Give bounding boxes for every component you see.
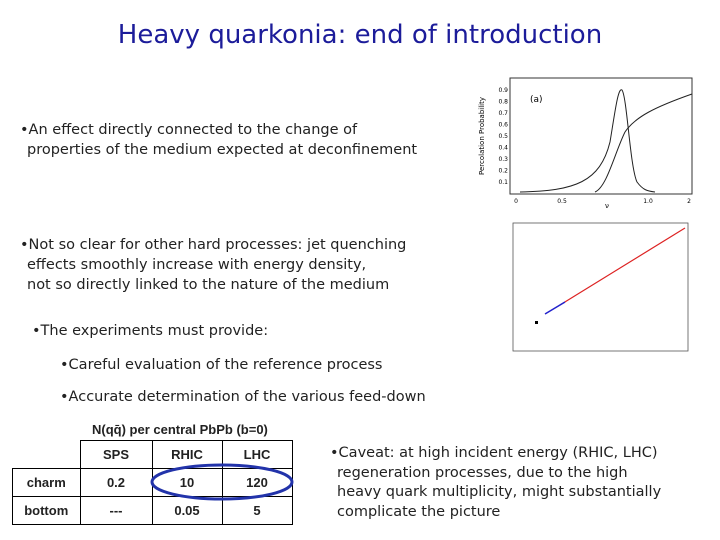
row-label: bottom [12,496,81,525]
tick-label: 0.7 [498,110,508,117]
tick-label: 0.4 [498,145,508,152]
plot-frame [509,77,693,195]
panel-label: (a) [530,95,543,105]
caveat: •Caveat: at high incident energy (RHIC, … [330,444,661,522]
text-line: •Caveat: at high incident energy (RHIC, … [330,445,658,461]
tick-label: 0.2 [498,168,508,175]
tick-label: 0 [514,198,518,205]
x-axis-label: ν [605,202,609,210]
text-line: not so directly linked to the nature of … [27,277,390,293]
text-line: •Not so clear for other hard processes: … [20,237,407,253]
slide-title: Heavy quarkonia: end of introduction [117,20,603,50]
tick-label: 0.6 [498,122,508,129]
bullet: •The experiments must provide: [32,321,268,341]
text-line: properties of the medium expected at dec… [27,142,418,158]
text-line: •An effect directly connected to the cha… [20,122,358,138]
trend-line [559,227,686,306]
cell: 5 [221,496,293,525]
row-label: charm [12,468,81,497]
tick-label: 0.3 [498,156,508,163]
text-line: complicate the picture [337,503,501,520]
text-line: regeneration processes, due to the high [337,464,628,481]
highlight-ellipse [150,463,294,501]
bullet: •Accurate determination of the various f… [60,387,426,407]
table-caption: N(qq̄) per central PbPb (b=0) [92,422,268,437]
tick-label: 0.5 [557,198,567,205]
tick-label: 0.8 [498,99,508,106]
y-axis-label: Percolation Probability [478,97,486,175]
text-line: •Careful evaluation of the reference pro… [60,357,383,373]
table: SPS RHIC LHC charm 0.2 10 120 bottom --- 0.05 5 [12,440,293,525]
tick-label: 2 [687,198,691,205]
cell: 0.2 [79,468,153,497]
curve [594,93,693,193]
tick-label: 0.9 [498,87,508,94]
trend-segment [544,301,566,315]
cell: --- [79,496,153,525]
bullet: •Not so clear for other hard processes: … [20,235,406,295]
percolation-plot: Percolation Probability (a) 0.9 0.8 0.7 0.6… [478,77,693,210]
point [535,321,538,324]
bullet: •Careful evaluation of the reference pro… [60,355,383,375]
corner [12,440,81,469]
text-line: •The experiments must provide: [32,323,269,339]
tick-label: 1.0 [643,198,653,205]
text-line: effects smoothly increase with energy de… [27,257,367,273]
scaling-plot [512,222,689,352]
bullet: •An effect directly connected to the cha… [20,120,417,160]
row: bottom --- 0.05 5 [12,496,293,525]
curve [519,89,656,193]
highlight [150,463,294,501]
tick-label: 0.1 [498,179,508,186]
column-header: SPS [79,440,153,469]
text-line: heavy quark multiplicity, might substant… [337,484,662,500]
tick-label: 0.5 [498,133,508,140]
text-line: •Accurate determination of the various f… [60,389,426,405]
plot-frame [512,222,689,352]
